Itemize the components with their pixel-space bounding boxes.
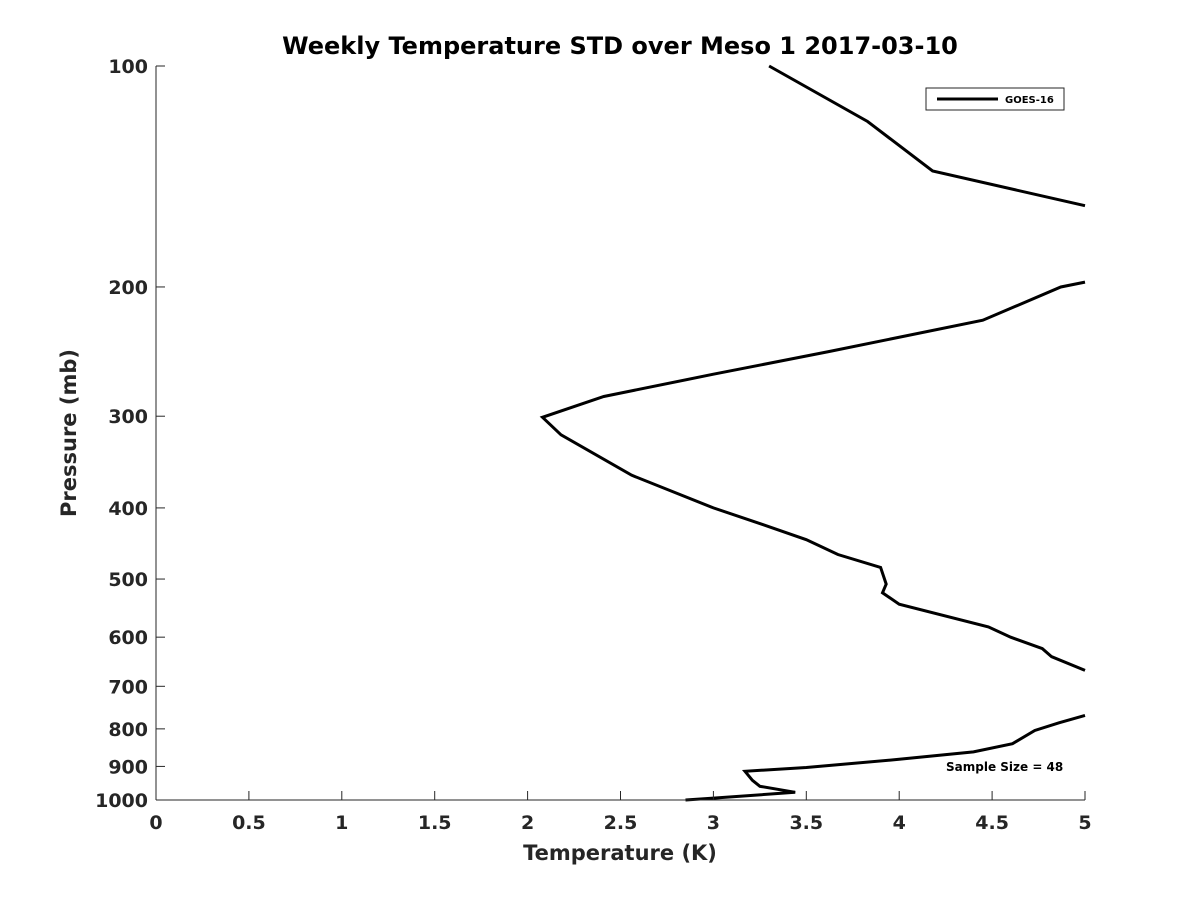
x-tick-label: 3.5 bbox=[789, 812, 823, 834]
series-line-goes16 bbox=[539, 64, 1086, 802]
x-tick-label: 4.5 bbox=[975, 812, 1009, 834]
x-tick-label: 0.5 bbox=[232, 812, 266, 834]
plot-area bbox=[155, 64, 1086, 802]
x-axis-label: Temperature (K) bbox=[523, 841, 717, 865]
y-axis-label: Pressure (mb) bbox=[57, 349, 81, 517]
y-tick-label: 1000 bbox=[95, 790, 148, 812]
y-tick-label: 100 bbox=[108, 56, 148, 78]
y-tick-label: 900 bbox=[108, 756, 148, 778]
y-tick-label: 300 bbox=[108, 406, 148, 428]
y-tick-label: 400 bbox=[108, 498, 148, 520]
x-tick-label: 1.5 bbox=[418, 812, 452, 834]
x-tick-label: 2.5 bbox=[604, 812, 638, 834]
y-axis-ticks: 100 200 300 400 500 600 700 800 900 1000 bbox=[95, 56, 165, 812]
legend-entry-goes16: GOES-16 bbox=[1005, 95, 1054, 106]
x-tick-label: 4 bbox=[893, 812, 906, 834]
y-tick-label: 200 bbox=[108, 277, 148, 299]
y-tick-label: 500 bbox=[108, 569, 148, 591]
chart-title: Weekly Temperature STD over Meso 1 2017-… bbox=[282, 32, 958, 60]
x-tick-label: 0 bbox=[149, 812, 162, 834]
legend: GOES-16 bbox=[925, 87, 1065, 111]
y-tick-label: 800 bbox=[108, 719, 148, 741]
y-tick-label: 600 bbox=[108, 627, 148, 649]
x-axis-ticks: 0 0.5 1 1.5 2 2.5 3 3.5 4 4.5 5 bbox=[149, 791, 1092, 834]
y-tick-label: 700 bbox=[108, 676, 148, 698]
sample-size-annotation: Sample Size = 48 bbox=[946, 760, 1063, 774]
x-tick-label: 3 bbox=[707, 812, 720, 834]
x-tick-label: 5 bbox=[1078, 812, 1091, 834]
x-tick-label: 2 bbox=[521, 812, 534, 834]
x-tick-label: 1 bbox=[335, 812, 348, 834]
